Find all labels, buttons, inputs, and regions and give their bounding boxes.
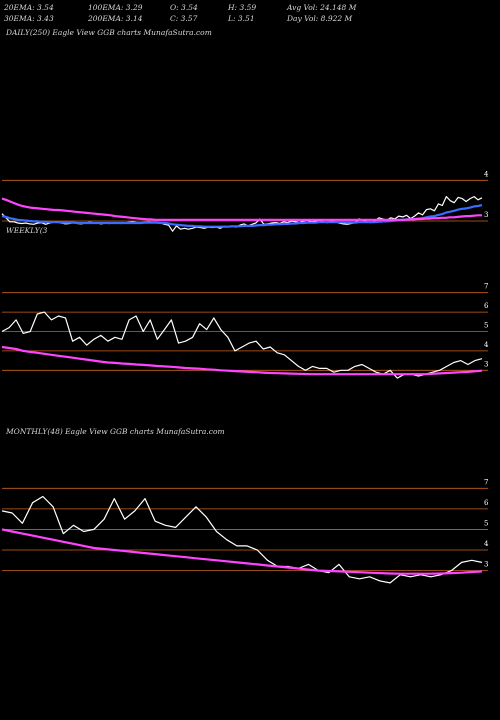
weekly-y-tick-label: 5 [484, 322, 488, 330]
monthly-series-1-line [1, 528, 483, 575]
monthly-y-tick-label: 6 [484, 499, 489, 507]
close-readout: C: 3.57 [170, 14, 198, 23]
monthly-panel-label: MONTHLY(48) Eagle View GGB charts Munafa… [6, 427, 225, 436]
monthly-y-tick-label: 7 [484, 478, 488, 486]
avg-vol-readout: Avg Vol: 24.148 M [287, 3, 357, 12]
open-readout: O: 3.54 [170, 3, 198, 12]
weekly-series-1-line [1, 345, 483, 376]
daily-y-tick-label: 3 [484, 211, 488, 219]
daily-panel-label: DAILY(250) Eagle View GGB charts MunafaS… [6, 28, 212, 37]
daily-series-1-line [1, 204, 483, 228]
weekly-series-0-line [1, 311, 483, 379]
monthly-y-tick-label: 4 [484, 540, 489, 548]
weekly-y-tick-label: 7 [484, 283, 488, 291]
ema100-readout: 100EMA: 3.29 [88, 3, 143, 12]
daily-y-tick-label: 4 [484, 170, 489, 178]
weekly-y-tick-label: 4 [484, 341, 489, 349]
weekly-y-tick-label: 6 [484, 302, 489, 310]
weekly-panel-label: WEEKLY(3 [6, 226, 48, 235]
weekly-y-tick-label: 3 [484, 360, 488, 368]
ema200-readout: 200EMA: 3.14 [88, 14, 143, 23]
day-vol-readout: Day Vol: 8.922 M [287, 14, 353, 23]
ema30-readout: 30EMA: 3.43 [4, 14, 54, 23]
low-readout: L: 3.51 [228, 14, 255, 23]
monthly-series-0-line [1, 495, 483, 584]
monthly-y-tick-label: 3 [484, 561, 488, 569]
ema20-readout: 20EMA: 3.54 [4, 3, 54, 12]
monthly-y-tick-label: 5 [484, 519, 488, 527]
daily-series-2-line [1, 197, 482, 221]
chart-header: 20EMA: 3.54 100EMA: 3.29 O: 3.54 H: 3.59… [0, 0, 500, 40]
high-readout: H: 3.59 [228, 3, 257, 12]
